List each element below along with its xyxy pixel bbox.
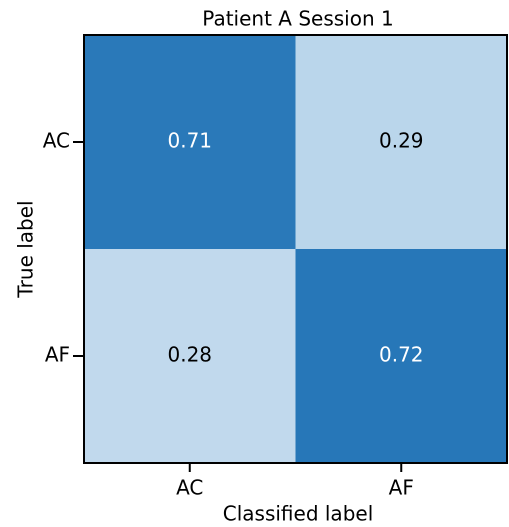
y-axis-label: True label xyxy=(14,200,38,298)
cell xyxy=(84,249,296,463)
y-tick-label: AC xyxy=(43,129,70,153)
cell xyxy=(295,35,507,249)
cell-label: 0.28 xyxy=(167,343,212,367)
plot-frame xyxy=(83,34,508,464)
chart-title: Patient A Session 1 xyxy=(202,7,393,31)
cell xyxy=(295,249,507,463)
cell-label: 0.29 xyxy=(379,129,424,153)
cell-label: 0.72 xyxy=(379,343,424,367)
cell-label: 0.71 xyxy=(167,129,212,153)
y-tick-label: AF xyxy=(45,343,70,367)
cell xyxy=(84,35,296,249)
x-tick-label: AC xyxy=(176,476,203,500)
x-axis-label: Classified label xyxy=(223,502,374,526)
x-tick-label: AF xyxy=(389,476,414,500)
